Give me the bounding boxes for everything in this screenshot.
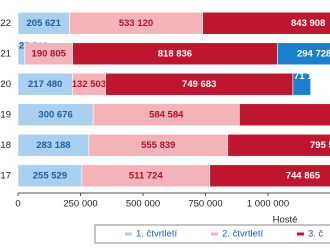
value-label: 217 480 (28, 79, 62, 90)
legend-label: 2. čtvrtletí (222, 229, 264, 240)
value-label: 843 908 (291, 18, 325, 29)
legend-label: 3. č (308, 229, 324, 240)
value-label: 132 503 (72, 79, 106, 90)
value-label: 71 107 (294, 71, 323, 82)
value-label: 511 724 (129, 170, 164, 181)
legend-label: 1. čtvrtletí (136, 229, 178, 240)
y-tick-label: 19 (0, 109, 11, 120)
y-tick-label: 17 (0, 170, 11, 181)
value-label: 818 836 (158, 48, 192, 59)
value-label: 744 865 (286, 170, 321, 181)
value-label: 300 676 (38, 109, 72, 120)
bar-segment (202, 11, 330, 35)
value-label: 205 621 (27, 18, 62, 29)
value-label: 795 565 (310, 140, 330, 151)
y-tick-label: 18 (0, 140, 11, 151)
y-tick-label: 21 (0, 48, 11, 59)
x-axis-title: Hosté (273, 215, 298, 226)
bar-segment (276, 42, 330, 66)
value-label: 555 839 (141, 140, 175, 151)
value-label: 190 805 (32, 48, 67, 59)
bar-segment (209, 164, 330, 188)
bar-segment (292, 72, 311, 96)
value-label: 255 529 (33, 170, 67, 181)
bar-segment (239, 103, 330, 127)
value-label: 294 728 (297, 48, 330, 59)
x-tick-label: 750 000 (188, 199, 222, 210)
x-tick-label: 1 000 000 (247, 199, 289, 210)
value-label: 584 584 (149, 109, 184, 120)
y-tick-label: 20 (0, 79, 11, 90)
value-label: 283 188 (36, 140, 70, 151)
value-label: 749 683 (182, 79, 216, 90)
x-tick-label: 500 000 (126, 199, 160, 210)
x-tick-label: 250 000 (63, 199, 97, 210)
value-label: 533 120 (119, 18, 153, 29)
x-tick-label: 0 (15, 199, 20, 210)
y-tick-label: 22 (0, 18, 11, 29)
bar-segment (227, 133, 330, 157)
